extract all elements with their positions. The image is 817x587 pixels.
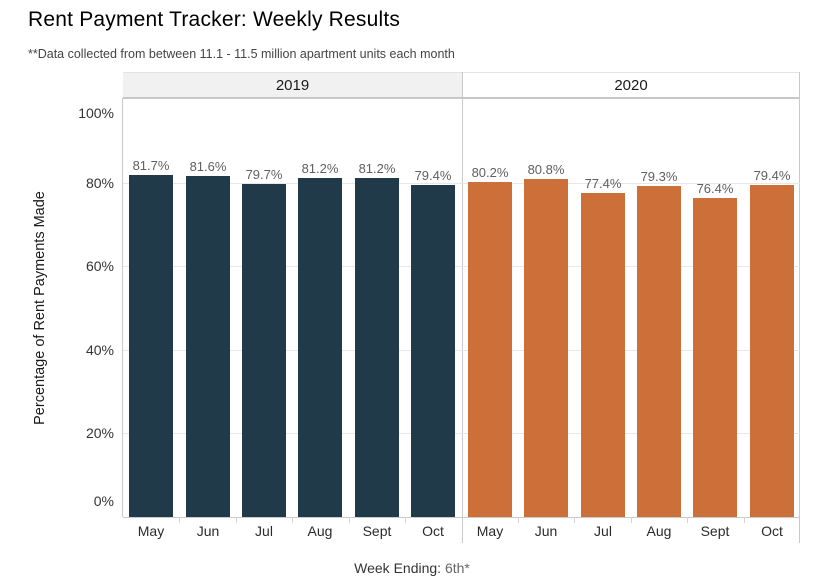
bar-2020-Jul[interactable] [581,193,625,517]
x-tick-label-2020-Jun: Jun [534,523,558,539]
gridline-20 [123,433,800,434]
bar-2020-Sept[interactable] [693,198,737,517]
y-tick-label-60: 60% [85,258,114,274]
column-header-2020[interactable]: 2020 [462,72,800,98]
x-axis-title: Week Ending: 6th* [354,560,470,576]
bar-value-label-2019-May: 81.7% [132,158,170,173]
bar-2020-May[interactable] [468,182,512,517]
x-tick-label-2019-May: May [137,523,165,539]
gridline-40 [123,350,800,351]
category-tick [574,517,575,523]
bar-2019-May[interactable] [129,175,173,517]
category-tick [236,517,237,523]
bar-2020-Jun[interactable] [524,179,568,517]
y-axis-title: Percentage of Rent Payments Made [32,191,48,425]
bar-value-label-2019-Jul: 79.7% [245,167,283,182]
y-tick-label-0: 0% [93,493,114,509]
column-header-2019-label: 2019 [275,76,310,94]
bar-2019-Sept[interactable] [355,178,399,517]
bar-value-label-2020-Sept: 76.4% [696,181,734,196]
bar-2019-Jun[interactable] [186,176,230,517]
gridline-80 [123,183,800,184]
x-tick-label-2020-Oct: Oct [761,523,783,539]
y-tick-label-20: 20% [85,425,114,441]
bar-2020-Oct[interactable] [750,185,794,517]
category-tick [631,517,632,523]
bar-2020-Aug[interactable] [637,186,681,517]
x-axis-title-value-text: 6th* [444,560,470,576]
bar-value-label-2020-Oct: 79.4% [753,168,791,183]
bar-value-label-2020-Aug: 79.3% [640,169,678,184]
x-tick-label-2019-Jul: Jul [255,523,273,539]
category-tick [518,517,519,523]
column-header-2020-label: 2020 [614,76,648,94]
bar-value-label-2019-Jun: 81.6% [189,159,227,174]
x-tick-label-2019-Jun: Jun [196,523,220,539]
category-tick [292,517,293,523]
chart-title: Rent Payment Tracker: Weekly Results [28,8,401,31]
plot-right-border [799,72,800,543]
x-tick-label-2020-Sept: Sept [700,523,730,539]
x-tick-label-2020-May: May [476,523,504,539]
bar-2019-Aug[interactable] [298,178,342,517]
plot-top-border [123,98,800,99]
column-header-2019[interactable]: 2019 [123,72,462,98]
category-tick [179,517,180,523]
category-tick [349,517,350,523]
category-tick [744,517,745,523]
bar-value-label-2019-Oct: 79.4% [414,168,452,183]
x-tick-label-2019-Sept: Sept [362,523,392,539]
bar-2019-Oct[interactable] [411,185,455,517]
x-axis-line [123,517,800,518]
x-tick-label-2019-Oct: Oct [422,523,444,539]
pane-divider-line [462,72,463,543]
chart-subtitle: **Data collected from between 11.1 - 11.… [28,47,455,61]
y-tick-label-80: 80% [85,175,114,191]
bar-value-label-2020-Jun: 80.8% [527,162,565,177]
x-tick-label-2020-Aug: Aug [646,523,672,539]
bar-value-label-2019-Sept: 81.2% [358,161,396,176]
bar-2019-Jul[interactable] [242,184,286,517]
category-tick [687,517,688,523]
x-axis-title-field: Week Ending: [354,560,442,576]
y-tick-label-40: 40% [85,342,114,358]
gridline-60 [123,266,800,267]
bar-value-label-2019-Aug: 81.2% [301,161,339,176]
x-tick-label-2020-Jul: Jul [594,523,612,539]
category-tick [405,517,406,523]
y-tick-label-100: 100% [78,105,114,121]
bar-value-label-2020-May: 80.2% [471,165,509,180]
y-axis-line [122,98,123,517]
x-tick-label-2019-Aug: Aug [307,523,333,539]
bar-value-label-2020-Jul: 77.4% [584,176,622,191]
